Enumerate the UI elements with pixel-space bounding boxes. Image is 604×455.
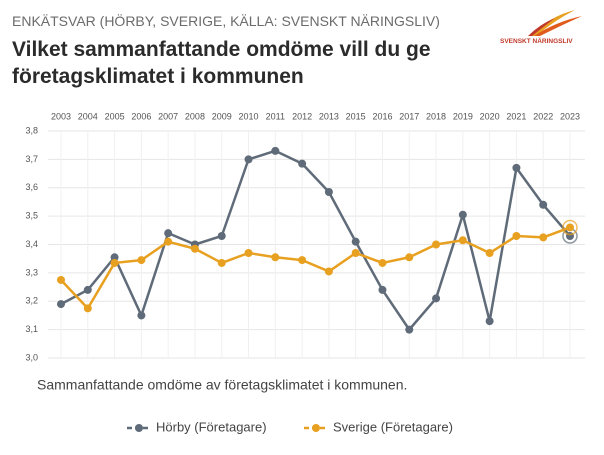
x-tick-label: 2006 <box>131 111 151 121</box>
point <box>57 275 65 284</box>
highlight-ring <box>562 219 578 236</box>
chart-title: Vilket sammanfattande omdöme vill du ge … <box>12 38 431 88</box>
y-tick-label: 3,0 <box>25 352 38 362</box>
x-tick-label: 2023 <box>560 111 580 121</box>
point <box>485 249 494 258</box>
series-line <box>60 149 571 331</box>
logo-text: SVENSKT NÄRINGSLIV <box>500 38 573 45</box>
point <box>271 253 280 262</box>
y-tick-label: 3,1 <box>25 324 38 334</box>
point <box>378 285 387 294</box>
legend-label: Sverige (Företagare) <box>333 419 453 434</box>
x-tick-label: 2020 <box>480 111 500 121</box>
x-tick-label: 2016 <box>372 111 392 121</box>
point <box>217 258 226 267</box>
point <box>110 253 119 262</box>
point <box>137 256 146 265</box>
x-tick-label: 2022 <box>533 111 553 121</box>
legend-label: Hörby (Företagare) <box>156 419 267 434</box>
point <box>405 325 414 334</box>
y-tick-label: 3,5 <box>25 211 38 221</box>
point <box>458 210 467 219</box>
y-tick-label: 3,7 <box>25 154 38 164</box>
note: Sammanfattande omdöme av företagsklimate… <box>37 377 407 393</box>
point <box>512 163 521 172</box>
point <box>244 155 253 164</box>
x-tick-label: 2008 <box>185 111 205 121</box>
logo-mark <box>528 10 582 36</box>
x-tick-label: 2003 <box>51 111 71 121</box>
point <box>566 223 574 232</box>
point <box>110 258 119 267</box>
logo: SVENSKT NÄRINGSLIV <box>500 6 590 48</box>
y-tick-label: 3,8 <box>25 125 38 135</box>
point <box>405 253 414 262</box>
point <box>83 285 92 294</box>
x-tick-label: 2011 <box>266 111 285 121</box>
x-tick-label: 2018 <box>426 111 446 121</box>
point <box>190 244 199 253</box>
point <box>458 236 467 245</box>
x-tick-label: 2009 <box>212 111 232 121</box>
legend-item: Hörby (Företagare) <box>127 419 267 434</box>
point <box>217 231 226 240</box>
x-tick-label: 2007 <box>158 111 178 121</box>
point <box>164 237 173 246</box>
header: ENKÄTSVAR (HÖRBY, SVERIGE, KÄLLA: SVENSK… <box>12 13 440 29</box>
y-tick-label: 3,6 <box>25 182 38 192</box>
point <box>539 233 548 242</box>
point <box>244 249 253 258</box>
point <box>432 294 441 303</box>
point <box>298 159 307 168</box>
y-tick-label: 3,2 <box>25 296 38 306</box>
point <box>539 200 548 209</box>
point <box>432 240 441 249</box>
point <box>271 146 280 155</box>
legend-item: Sverige (Företagare) <box>304 419 453 434</box>
point <box>324 267 333 276</box>
point <box>351 237 360 246</box>
point <box>57 300 65 309</box>
legend-dot <box>312 424 320 432</box>
point <box>298 256 307 265</box>
x-tick-label: 2012 <box>292 111 312 121</box>
point <box>164 229 173 238</box>
x-tick-label: 2015 <box>346 111 366 121</box>
point <box>485 317 494 326</box>
point <box>137 311 146 320</box>
y-tick-label: 3,4 <box>25 239 38 249</box>
x-tick-label: 2005 <box>105 111 125 121</box>
point <box>351 249 360 258</box>
x-tick-label: 2017 <box>399 111 419 121</box>
x-tick-label: 2021 <box>506 111 526 121</box>
point <box>324 188 333 197</box>
x-tick-label: 2013 <box>319 111 339 121</box>
point <box>512 231 521 240</box>
point <box>378 258 387 267</box>
legend-dot <box>135 424 143 432</box>
y-tick-label: 3,3 <box>25 267 38 277</box>
x-tick-label: 2004 <box>78 111 98 121</box>
x-tick-label: 2019 <box>453 111 473 121</box>
x-tick-label: 2010 <box>239 111 259 121</box>
series-line <box>60 226 571 310</box>
point <box>83 304 92 313</box>
